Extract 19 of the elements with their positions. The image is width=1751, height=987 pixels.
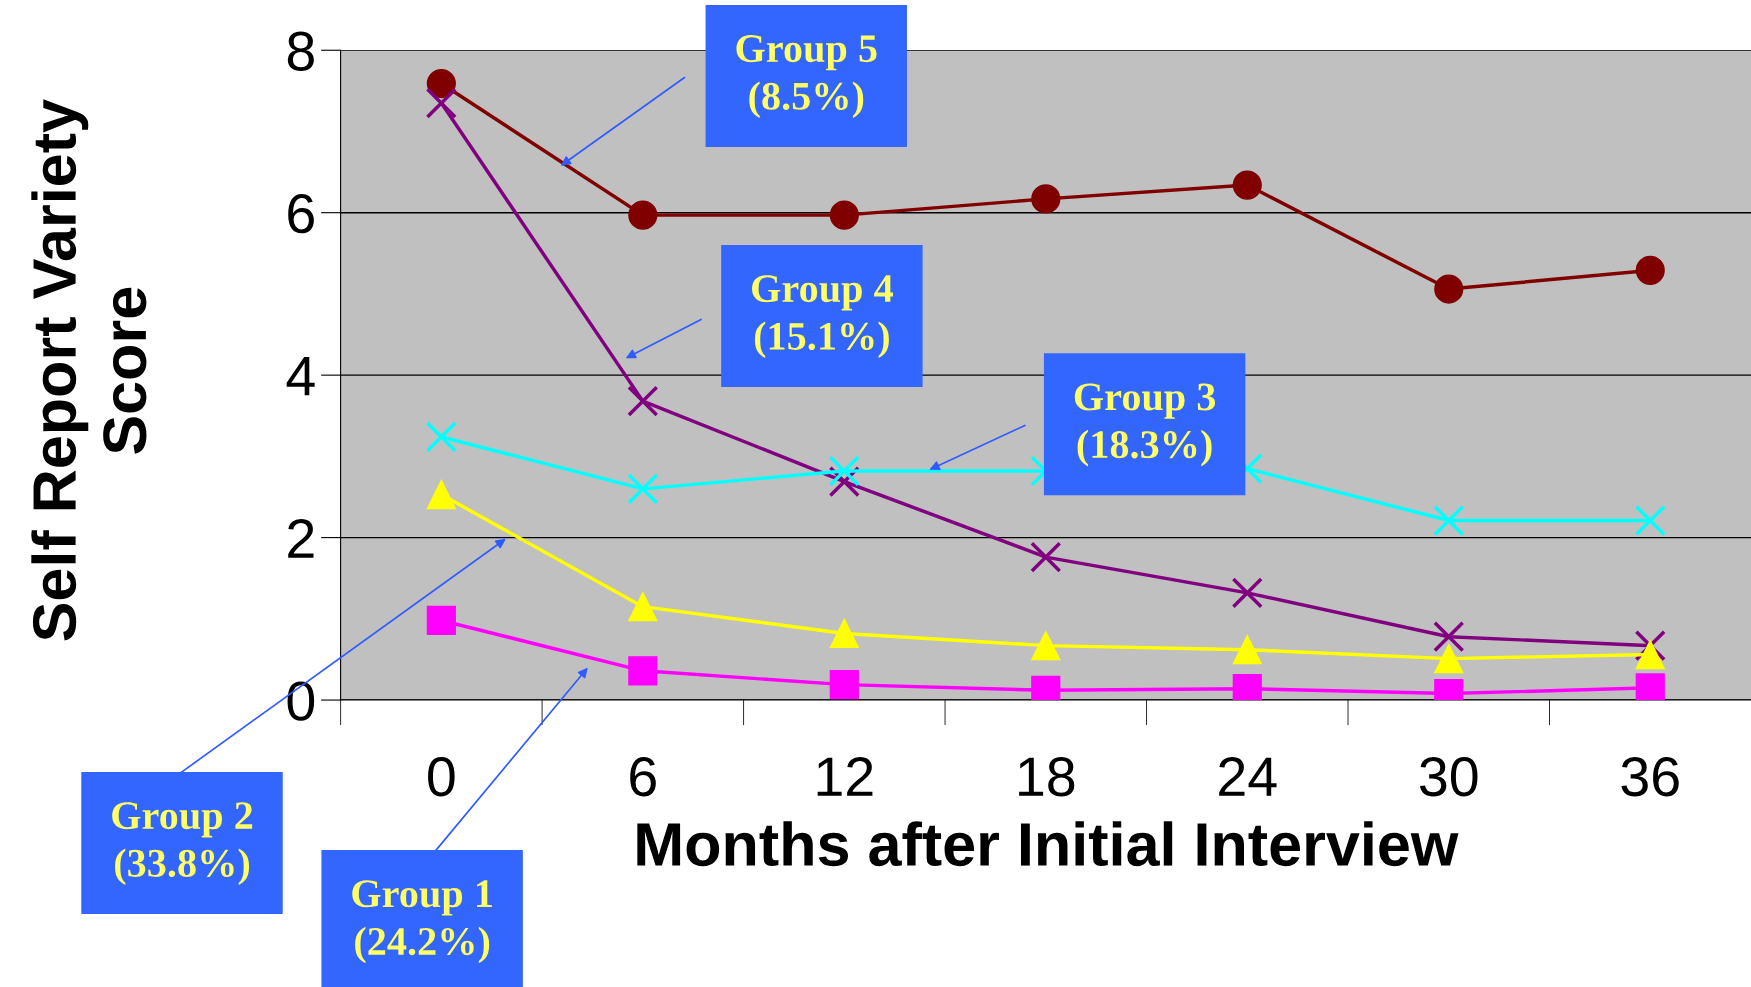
- x-axis-title: Months after Initial Interview: [637, 821, 1459, 867]
- y-tick-label: 0: [287, 681, 315, 721]
- y-axis-title: Self Report Variety Score: [31, 99, 147, 641]
- annotation: Group 4 (15.1%): [752, 275, 893, 359]
- x-tick-label: 6: [630, 757, 656, 797]
- text: Group 1 (24.2%): [352, 880, 492, 964]
- x-tick-label: 18: [1019, 757, 1075, 797]
- x-tick-label: 30: [1419, 757, 1478, 797]
- y-tick-label: 6: [288, 194, 314, 234]
- y-tick-label: 2: [288, 518, 314, 558]
- x-tick-label: 0: [428, 757, 455, 797]
- y-tick-label: 4: [286, 357, 315, 396]
- text: Group 2 (33.8%): [112, 802, 253, 886]
- x-tick-label: 12: [817, 757, 873, 796]
- annotation: Group 5 (8.5%): [736, 35, 877, 119]
- x-tick-label: 36: [1621, 757, 1679, 797]
- annotation: Group 3 (18.3%): [1074, 383, 1216, 467]
- y-tick-label: 8: [287, 31, 314, 71]
- x-tick-label: 24: [1219, 757, 1277, 796]
